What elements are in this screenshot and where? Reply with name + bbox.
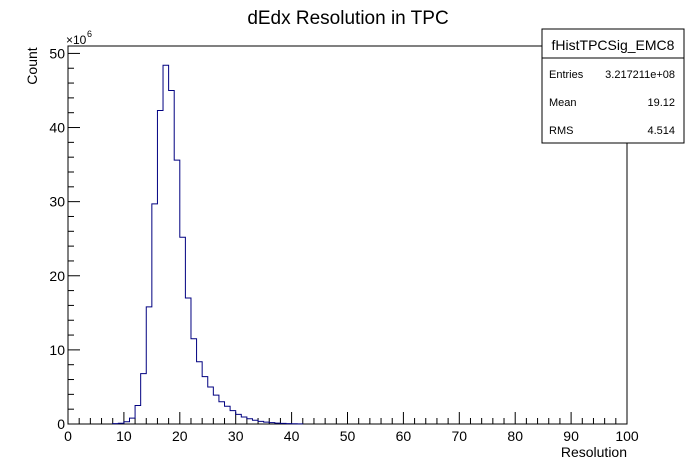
histogram-bin [247, 419, 253, 424]
y-exponent: ×10 6 [66, 29, 92, 47]
stats-mean-label: Mean [549, 97, 577, 109]
x-tick-label: 50 [340, 428, 356, 444]
stats-entries-label: Entries [549, 69, 584, 81]
x-tick-label: 70 [452, 428, 468, 444]
histogram-bin [202, 377, 208, 424]
histogram-bin [163, 65, 169, 424]
x-tick-label: 30 [228, 428, 244, 444]
x-tick-label: 90 [563, 428, 579, 444]
x-tick-label: 100 [615, 428, 639, 444]
y-exponent-power: 6 [87, 29, 92, 39]
histogram-bin [174, 160, 180, 424]
y-exponent-label: ×10 [66, 33, 87, 47]
histogram-bin [252, 420, 258, 424]
x-axis-label: Resolution [561, 444, 627, 460]
histogram-bin [157, 110, 163, 424]
plot-area: 0 10 20 30 40 50 60 70 80 90 100 0 10 20 30 40 50 [49, 45, 638, 444]
y-axis-label: Count [24, 47, 40, 84]
y-tick-label: 10 [49, 342, 65, 358]
stats-box-frame [541, 28, 685, 144]
x-tick-label: 40 [284, 428, 300, 444]
histogram-bin [135, 405, 141, 424]
y-tick-label: 0 [57, 416, 65, 432]
y-tick-label: 40 [49, 120, 65, 136]
stats-entries-value: 3.217211e+08 [605, 69, 675, 81]
histogram-bin [152, 204, 158, 424]
stats-box-title: fHistTPCSig_EMC8 [552, 37, 675, 53]
histogram-bin [225, 406, 231, 424]
histogram-series [112, 64, 304, 425]
x-tick-label: 10 [116, 428, 132, 444]
y-tick-label: 50 [49, 45, 65, 61]
histogram-bin [191, 339, 197, 424]
histogram-bin [169, 90, 175, 424]
histogram-bin [180, 237, 186, 424]
stats-rms-label: RMS [549, 125, 573, 137]
histogram-bin [129, 418, 135, 424]
y-tick-label: 30 [49, 194, 65, 210]
histogram-bin [236, 414, 242, 424]
histogram-bin [146, 307, 152, 424]
x-tick-label: 20 [172, 428, 188, 444]
histogram-bin [241, 417, 247, 424]
x-tick-label: 0 [64, 428, 72, 444]
histogram-bin [230, 411, 236, 424]
histogram-bin [219, 402, 225, 424]
y-tick-label: 20 [49, 268, 65, 284]
stats-box: fHistTPCSig_EMC8 Entries 3.217211e+08 Me… [541, 28, 685, 144]
histogram-bin [213, 395, 219, 424]
stats-rms-value: 4.514 [647, 125, 675, 137]
x-tick-label: 80 [507, 428, 523, 444]
chart-title: dEdx Resolution in TPC [247, 8, 448, 29]
histogram-bin [185, 298, 191, 424]
histogram-bin [197, 362, 203, 424]
x-tick-label: 60 [396, 428, 412, 444]
histogram-bin [208, 387, 214, 424]
histogram-bin [141, 374, 147, 424]
stats-mean-value: 19.12 [647, 97, 675, 109]
